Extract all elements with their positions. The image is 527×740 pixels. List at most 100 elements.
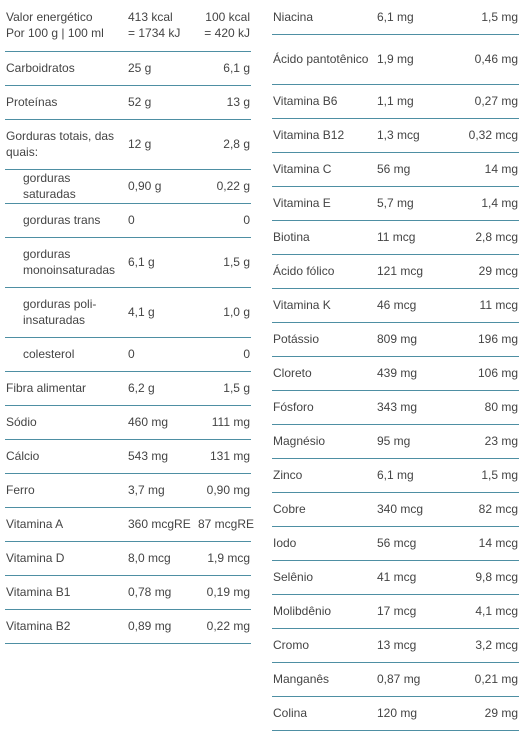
nutrient-row: Selênio 41 mcg 9,8 mcg <box>272 560 519 595</box>
nutrient-value-per-100g: 0 <box>127 203 197 238</box>
energy-per-serving: 100 kcal = 420 kJ <box>197 0 251 52</box>
nutrient-value-per-100g: 439 mg <box>376 356 450 391</box>
nutrient-row: Vitamina B2 0,89 mg 0,22 mg <box>5 609 251 644</box>
nutrient-value-per-serving: 6,1 g <box>197 51 251 86</box>
nutrient-name: Carboidratos <box>5 51 127 86</box>
nutrient-value-per-100g: 5,7 mg <box>376 186 450 221</box>
nutrient-row: gorduras monoinsaturadas 6,1 g 1,5 g <box>5 237 251 288</box>
nutrient-value-per-serving: 1,5 g <box>197 237 251 288</box>
header-line: Por 100 g | 100 ml <box>6 26 104 41</box>
nutrient-value-per-100g: 41 mcg <box>376 560 450 595</box>
nutrient-name: Ácido fólico <box>272 254 376 289</box>
nutrition-table-left: Valor energético Por 100 g | 100 ml 413 kc… <box>5 0 254 644</box>
nutrient-value-per-serving: 1,0 g <box>197 287 251 338</box>
nutrient-row: Ácido pantotênico 1,9 mg 0,46 mg <box>272 34 519 85</box>
nutrient-name: Cromo <box>272 628 376 663</box>
nutrient-row: Ferro 3,7 mg 0,90 mg <box>5 473 251 508</box>
nutrient-name: Iodo <box>272 526 376 561</box>
nutrition-table-body: Niacina 6,1 mg 1,5 mg Ácido pantotênico 1,9 … <box>272 0 519 731</box>
nutrient-name: Ferro <box>5 473 127 508</box>
nutrient-value-per-100g: 340 mcg <box>376 492 450 527</box>
nutrient-value-per-100g: 1,1 mg <box>376 84 450 119</box>
nutrient-value-per-serving: 106 mg <box>450 356 519 391</box>
nutrient-value-per-serving: 131 mg <box>197 439 251 474</box>
nutrient-name: Vitamina E <box>272 186 376 221</box>
nutrient-value-per-serving: 0,22 g <box>197 169 251 204</box>
nutrient-row: Vitamina A 360 mcgRE 87 mcgRE <box>5 507 254 542</box>
nutrient-value-per-serving: 1,5 g <box>197 371 251 406</box>
nutrient-value-per-100g: 4,1 g <box>127 287 197 338</box>
nutrient-name: Vitamina B6 <box>272 84 376 119</box>
nutrition-table: Valor energético Por 100 g | 100 ml 413 kc… <box>5 0 254 644</box>
nutrient-value-per-100g: 0,90 g <box>127 169 197 204</box>
nutrition-table-right: Niacina 6,1 mg 1,5 mg Ácido pantotênico 1,9 … <box>272 0 519 731</box>
nutrient-row: Vitamina E 5,7 mg 1,4 mg <box>272 186 519 221</box>
nutrition-table-body: Valor energético Por 100 g | 100 ml 413 kc… <box>5 0 254 644</box>
nutrient-row: Ácido fólico 121 mcg 29 mcg <box>272 254 519 289</box>
nutrient-name: Vitamina D <box>5 541 127 576</box>
nutrient-row: colesterol 0 0 <box>5 337 251 372</box>
nutrient-row: Manganês 0,87 mg 0,21 mg <box>272 662 519 697</box>
nutrient-row: gorduras poli-insaturadas 4,1 g 1,0 g <box>5 287 251 338</box>
nutrient-name: Vitamina B1 <box>5 575 127 610</box>
nutrient-row: Colina 120 mg 29 mg <box>272 696 519 731</box>
nutrient-name: Vitamina B12 <box>272 118 376 153</box>
nutrient-row: Magnésio 95 mg 23 mg <box>272 424 519 459</box>
nutrient-name: Cloreto <box>272 356 376 391</box>
energy-label: Valor energético Por 100 g | 100 ml <box>5 0 127 52</box>
nutrient-name: gorduras saturadas <box>5 169 127 204</box>
nutrient-name: Gorduras totais, das quais: <box>5 119 127 170</box>
nutrient-value-per-serving: 23 mg <box>450 424 519 459</box>
nutrient-value-per-serving: 11 mcg <box>450 288 519 323</box>
nutrient-name: gorduras poli-insaturadas <box>5 287 127 338</box>
header-line: = 1734 kJ <box>128 26 181 41</box>
nutrient-value-per-serving: 1,4 mg <box>450 186 519 221</box>
nutrient-row: Vitamina C 56 mg 14 mg <box>272 152 519 187</box>
nutrient-row: Vitamina K 46 mcg 11 mcg <box>272 288 519 323</box>
nutrient-value-per-serving: 2,8 g <box>197 119 251 170</box>
nutrient-name: Fósforo <box>272 390 376 425</box>
nutrient-row: Vitamina B12 1,3 mcg 0,32 mcg <box>272 118 519 153</box>
nutrient-value-per-100g: 46 mcg <box>376 288 450 323</box>
nutrient-name: Sódio <box>5 405 127 440</box>
nutrient-value-per-100g: 11 mcg <box>376 220 450 255</box>
nutrient-value-per-serving: 87 mcgRE <box>197 507 254 542</box>
nutrient-value-per-serving: 14 mcg <box>450 526 519 561</box>
nutrient-value-per-serving: 29 mg <box>450 696 519 731</box>
nutrient-value-per-serving: 1,9 mcg <box>197 541 251 576</box>
nutrient-name: Colina <box>272 696 376 731</box>
nutrient-value-per-100g: 13 mcg <box>376 628 450 663</box>
nutrient-row: Molibdênio 17 mcg 4,1 mcg <box>272 594 519 629</box>
nutrient-row: gorduras saturadas 0,90 g 0,22 g <box>5 169 251 204</box>
nutrient-row: gorduras trans 0 0 <box>5 203 251 238</box>
nutrient-value-per-100g: 343 mg <box>376 390 450 425</box>
nutrition-table: Niacina 6,1 mg 1,5 mg Ácido pantotênico 1,9 … <box>272 0 519 731</box>
nutrient-row: Biotina 11 mcg 2,8 mcg <box>272 220 519 255</box>
nutrient-value-per-100g: 6,2 g <box>127 371 197 406</box>
nutrient-name: Cálcio <box>5 439 127 474</box>
nutrient-name: Ácido pantotênico <box>272 34 376 85</box>
nutrient-value-per-100g: 120 mg <box>376 696 450 731</box>
nutrient-value-per-100g: 3,7 mg <box>127 473 197 508</box>
nutrient-name: Magnésio <box>272 424 376 459</box>
nutrient-value-per-serving: 0,27 mg <box>450 84 519 119</box>
header-line: 413 kcal <box>128 10 173 25</box>
nutrient-value-per-100g: 0,78 mg <box>127 575 197 610</box>
nutrient-name: Vitamina C <box>272 152 376 187</box>
nutrient-value-per-serving: 29 mcg <box>450 254 519 289</box>
nutrient-value-per-serving: 0 <box>197 337 251 372</box>
energy-per-100g: 413 kcal = 1734 kJ <box>127 0 197 52</box>
nutrient-name: Cobre <box>272 492 376 527</box>
nutrient-name: gorduras monoinsaturadas <box>5 237 127 288</box>
nutrient-name: gorduras trans <box>5 203 127 238</box>
nutrient-row: Zinco 6,1 mg 1,5 mg <box>272 458 519 493</box>
nutrient-value-per-serving: 14 mg <box>450 152 519 187</box>
header-line: = 420 kJ <box>204 26 250 41</box>
nutrient-row: Sódio 460 mg 111 mg <box>5 405 251 440</box>
nutrient-value-per-100g: 0 <box>127 337 197 372</box>
nutrient-name: Potássio <box>272 322 376 357</box>
nutrient-value-per-serving: 80 mg <box>450 390 519 425</box>
nutrient-row: Vitamina D 8,0 mcg 1,9 mcg <box>5 541 251 576</box>
header-line: Valor energético <box>6 10 93 25</box>
nutrient-value-per-100g: 6,1 g <box>127 237 197 288</box>
